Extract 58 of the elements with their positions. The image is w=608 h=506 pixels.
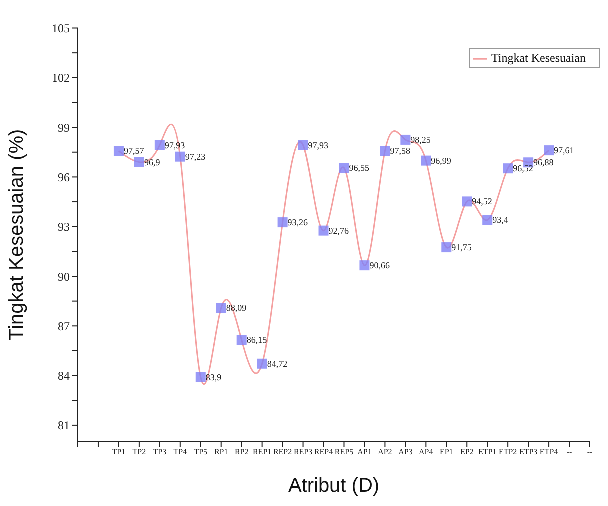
data-label: 96,52 bbox=[513, 164, 534, 174]
x-tick-label: RP2 bbox=[234, 448, 249, 457]
x-tick-label: ETP2 bbox=[498, 448, 518, 457]
data-label: 97,57 bbox=[124, 146, 145, 156]
y-tick-label: 105 bbox=[52, 22, 70, 36]
x-tick-label: ETP4 bbox=[540, 448, 558, 457]
data-label: 96,88 bbox=[534, 158, 554, 168]
data-label: 98,25 bbox=[410, 134, 432, 145]
y-tick-label: 99 bbox=[58, 120, 70, 135]
y-tick-label: 90 bbox=[58, 270, 70, 284]
x-axis-title: Atribut (D) bbox=[288, 475, 380, 497]
data-label: 93,4 bbox=[492, 215, 509, 226]
legend-label: Tingkat Kesesuaian bbox=[491, 51, 586, 65]
y-tick-label: 81 bbox=[58, 418, 70, 433]
x-tick-label: REP2 bbox=[273, 448, 292, 457]
data-label: 97,61 bbox=[554, 146, 574, 156]
x-tick-label: -- bbox=[587, 448, 593, 457]
data-label: 91,75 bbox=[452, 242, 472, 253]
y-tick-label: 84 bbox=[58, 369, 70, 384]
y-axis-title: Tingkat Kesesuaian (%) bbox=[6, 129, 28, 341]
data-label: 83,9 bbox=[206, 372, 222, 382]
x-tick-label: -- bbox=[566, 448, 573, 457]
x-tick-label: AP4 bbox=[419, 448, 434, 457]
data-label: 93,26 bbox=[288, 218, 309, 228]
data-label: 96,55 bbox=[349, 163, 370, 174]
x-tick-label: TP5 bbox=[194, 448, 208, 457]
data-label: 94,52 bbox=[472, 196, 492, 207]
x-tick-label: TP1 bbox=[112, 448, 126, 457]
x-tick-label: RP1 bbox=[214, 448, 228, 457]
x-tick-label: AP3 bbox=[398, 448, 413, 457]
x-tick-label: AP2 bbox=[378, 448, 392, 457]
data-label: 92,76 bbox=[328, 226, 350, 236]
x-tick-label: TP2 bbox=[132, 448, 146, 457]
x-tick-label: ETP1 bbox=[478, 448, 497, 457]
data-label: 88,09 bbox=[226, 303, 248, 314]
x-tick-label: REP3 bbox=[294, 448, 313, 457]
x-tick-label: REP5 bbox=[334, 448, 354, 457]
data-label: 97,58 bbox=[390, 146, 411, 156]
x-tick-label: AP1 bbox=[358, 448, 372, 457]
y-tick-label: 96 bbox=[58, 170, 70, 184]
x-tick-label: REP1 bbox=[252, 448, 272, 457]
x-tick-label: REP4 bbox=[314, 448, 334, 457]
data-label: 84,72 bbox=[267, 358, 288, 369]
data-label: 96,9 bbox=[144, 157, 161, 168]
x-tick-label: EP1 bbox=[440, 448, 454, 457]
x-tick-label: EP2 bbox=[460, 448, 474, 457]
data-label: 97,23 bbox=[185, 152, 206, 162]
data-label: 86,15 bbox=[246, 335, 268, 346]
x-tick-label: TP3 bbox=[153, 448, 167, 457]
y-tick-label: 87 bbox=[58, 319, 70, 334]
x-tick-label: ETP3 bbox=[519, 448, 538, 457]
y-tick-label: 93 bbox=[58, 220, 70, 234]
x-tick-label: TP4 bbox=[174, 448, 188, 457]
data-label: 97,93 bbox=[308, 140, 330, 150]
data-label: 96,99 bbox=[431, 156, 452, 166]
y-tick-label: 102 bbox=[52, 71, 70, 86]
data-label: 90,66 bbox=[370, 260, 390, 271]
data-label: 97,93 bbox=[164, 140, 186, 150]
